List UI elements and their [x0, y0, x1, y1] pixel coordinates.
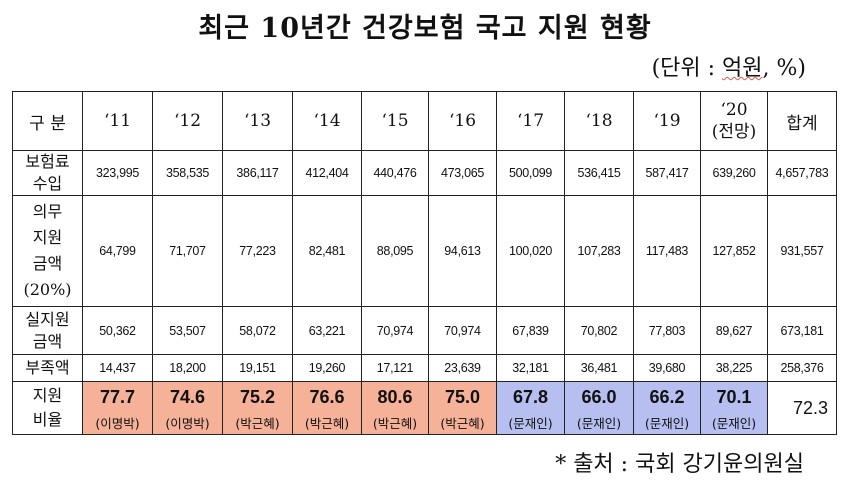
header-total: 합계	[767, 91, 837, 151]
mandatory-cell: 77,223	[222, 195, 293, 307]
actual-cell: 67,839	[496, 306, 565, 355]
header-year: ‘17	[496, 91, 565, 151]
ratio-cell: 66.0 (문재인)	[564, 381, 634, 435]
header-year: ‘14	[292, 91, 362, 151]
ratio-cell: 80.6 (박근혜)	[361, 381, 429, 435]
ratio-cell: 77.7 (이명박)	[82, 381, 153, 435]
shortfall-cell: 14,437	[82, 354, 153, 382]
shortfall-cell: 36,481	[564, 354, 634, 382]
shortfall-cell: 23,639	[428, 354, 497, 382]
mandatory-cell: 100,020	[496, 195, 565, 307]
shortfall-cell: 39,680	[633, 354, 701, 382]
mandatory-cell: 94,613	[428, 195, 497, 307]
mandatory-cell: 127,852	[700, 195, 768, 307]
header-year-2020: ‘20 (전망)	[700, 91, 768, 151]
header-year: ‘12	[152, 91, 223, 151]
ratio-cell: 75.2 (박근혜)	[222, 381, 293, 435]
shortfall-label: 부족액	[12, 354, 83, 382]
premium-cell: 440,476	[361, 150, 429, 196]
shortfall-cell: 17,121	[361, 354, 429, 382]
shortfall-total: 258,376	[767, 354, 837, 382]
premium-cell: 500,099	[496, 150, 565, 196]
shortfall-cell: 18,200	[152, 354, 223, 382]
shortfall-row: 부족액 14,437 18,200 19,151 19,260 17,121 2…	[12, 354, 837, 382]
actual-cell: 77,803	[633, 306, 701, 355]
premium-cell: 587,417	[633, 150, 701, 196]
mandatory-row: 의무 지원 금액 (20%) 64,799 71,707 77,223 82,481 …	[12, 195, 837, 307]
mandatory-cell: 71,707	[152, 195, 223, 307]
shortfall-cell: 19,260	[292, 354, 362, 382]
mandatory-total: 931,557	[767, 195, 837, 307]
page-title: 최근 10년간 건강보험 국고 지원 현황	[198, 13, 652, 44]
actual-cell: 70,974	[428, 306, 497, 355]
shortfall-cell: 19,151	[222, 354, 293, 382]
ratio-cell: 76.6 (박근혜)	[292, 381, 362, 435]
actual-cell: 58,072	[222, 306, 293, 355]
actual-cell: 50,362	[82, 306, 153, 355]
unit-note: (단위 : 억원, %)	[651, 56, 806, 81]
actual-cell: 63,221	[292, 306, 362, 355]
mandatory-label: 의무 지원 금액 (20%)	[12, 195, 83, 307]
premium-cell: 386,117	[222, 150, 293, 196]
ratio-label: 지원 비율	[12, 381, 83, 435]
premium-cell: 358,535	[152, 150, 223, 196]
header-year: ‘18	[564, 91, 634, 151]
ratio-cell: 70.1 (문재인)	[700, 381, 768, 435]
ratio-cell: 75.0 (박근혜)	[428, 381, 497, 435]
header-year: ‘13	[222, 91, 293, 151]
subsidy-table: 구 분 ‘11 ‘12 ‘13 ‘14 ‘15 ‘16 ‘17 ‘18 ‘19 …	[12, 91, 837, 435]
premium-cell: 412,404	[292, 150, 362, 196]
header-label: 구 분	[12, 91, 83, 151]
header-year: ‘11	[82, 91, 153, 151]
actual-label: 실지원 금액	[12, 306, 83, 355]
premium-cell: 473,065	[428, 150, 497, 196]
premium-total: 4,657,783	[767, 150, 837, 196]
premium-cell: 639,260	[700, 150, 768, 196]
shortfall-cell: 32,181	[496, 354, 565, 382]
shortfall-cell: 38,225	[700, 354, 768, 382]
actual-total: 673,181	[767, 306, 837, 355]
actual-cell: 70,974	[361, 306, 429, 355]
ratio-row: 지원 비율 77.7 (이명박) 74.6 (이명박) 75.2 (박근혜) 76.6(…	[12, 381, 837, 435]
header-year: ‘19	[633, 91, 701, 151]
ratio-total: 72.3	[767, 381, 837, 435]
actual-cell: 89,627	[700, 306, 768, 355]
premium-label: 보험료 수입	[12, 150, 83, 196]
header-year: ‘16	[428, 91, 497, 151]
header-row: 구 분 ‘11 ‘12 ‘13 ‘14 ‘15 ‘16 ‘17 ‘18 ‘19 …	[12, 91, 837, 151]
mandatory-cell: 117,483	[633, 195, 701, 307]
mandatory-cell: 107,283	[564, 195, 634, 307]
actual-cell: 53,507	[152, 306, 223, 355]
ratio-cell: 66.2 (문재인)	[633, 381, 701, 435]
ratio-cell: 74.6 (이명박)	[152, 381, 223, 435]
premium-cell: 536,415	[564, 150, 634, 196]
mandatory-cell: 88,095	[361, 195, 429, 307]
header-year: ‘15	[361, 91, 429, 151]
actual-row: 실지원 금액 50,362 53,507 58,072 63,221 70,974…	[12, 306, 837, 355]
source-note: * 출처 : 국회 강기윤의원실	[555, 452, 804, 477]
premium-cell: 323,995	[82, 150, 153, 196]
actual-cell: 70,802	[564, 306, 634, 355]
ratio-cell: 67.8 (문재인)	[496, 381, 565, 435]
mandatory-cell: 82,481	[292, 195, 362, 307]
mandatory-cell: 64,799	[82, 195, 153, 307]
premium-row: 보험료 수입 323,995 358,535 386,117 412,404 44…	[12, 150, 837, 196]
